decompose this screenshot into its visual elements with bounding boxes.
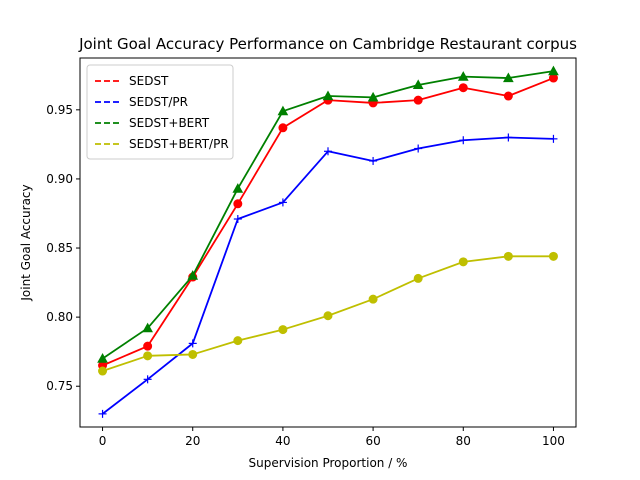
sedst-point [143, 341, 153, 351]
legend-label: SEDST [129, 74, 169, 88]
sedst-point [413, 95, 423, 105]
y-tick-label: 0.75 [46, 379, 73, 393]
sedst-bert-pr-point [368, 294, 378, 304]
legend-label: SEDST+BERT [129, 116, 210, 130]
sedst-point [548, 73, 558, 83]
sedst-bert-point [548, 65, 559, 76]
legend: SEDST SEDST/PR SEDST+BERT SEDST+BERT/PR [86, 64, 234, 160]
sedst-bert-pr-point [323, 311, 333, 321]
y-axis-label: Joint Goal Accuracy [19, 184, 33, 301]
series-sedst-bert [97, 65, 559, 363]
sedst-pr-point [414, 144, 423, 153]
legend-entry: SEDST [95, 74, 169, 88]
legend-entry: SEDST+BERT [95, 116, 210, 130]
sedst-bert-point [277, 105, 289, 116]
sedst-bert-pr-point [413, 273, 423, 283]
legend-box [86, 64, 234, 160]
sedst-bert-point [142, 322, 153, 333]
sedst-point [278, 123, 288, 133]
x-tick-label: 40 [275, 434, 290, 448]
y-tick-label: 0.80 [46, 310, 73, 324]
plot-frame [79, 57, 577, 428]
x-axis-ticks: 0 20 40 60 80 100 [99, 427, 565, 448]
sedst-pr-point [98, 409, 107, 418]
x-axis-label: Supervision Proportion / % [249, 456, 408, 470]
sedst-pr-point [504, 133, 513, 142]
sedst-bert-pr-point [188, 349, 198, 359]
sedst-bert-pr-point [143, 351, 153, 361]
sedst-bert-pr-point [233, 336, 243, 346]
x-tick-label: 20 [185, 434, 200, 448]
y-tick-label: 0.85 [46, 241, 73, 255]
sedst-pr-point [233, 215, 242, 224]
x-tick-label: 80 [456, 434, 471, 448]
sedst-pr-point [188, 339, 197, 348]
x-tick-label: 0 [99, 434, 107, 448]
sedst-bert-point [97, 353, 108, 363]
sedst-pr-point [459, 136, 468, 145]
sedst-point [233, 199, 243, 209]
sedst-bert-pr-point [503, 251, 513, 261]
legend-entry: SEDST+BERT/PR [95, 137, 229, 151]
sedst-bert-point [412, 79, 424, 90]
sedst-pr-point [324, 147, 332, 156]
sedst-bert-pr-point [458, 257, 468, 267]
sedst-bert-point [457, 71, 469, 81]
y-tick-label: 0.95 [46, 103, 73, 117]
sedst-bert-point [232, 183, 244, 193]
legend-label: SEDST/PR [129, 95, 188, 109]
sedst-point [503, 91, 513, 101]
sedst-bert-point [503, 72, 514, 83]
legend-entry: SEDST/PR [95, 95, 188, 109]
sedst-bert-pr-point [98, 366, 108, 376]
sedst-point [458, 83, 468, 93]
sedst-pr-point [278, 198, 287, 207]
x-tick-label: 100 [542, 434, 565, 448]
sedst-bert-pr-point [548, 251, 558, 261]
chart-title: Joint Goal Accuracy Performance on Cambr… [78, 35, 577, 53]
sedst-bert-pr-point [278, 325, 288, 335]
sedst-pr-point [143, 375, 152, 384]
sedst-bert-point [187, 270, 199, 280]
y-axis-ticks: 0.75 0.80 0.85 0.90 0.95 [46, 103, 80, 393]
sedst-bert-point [367, 91, 379, 102]
series-layer [97, 65, 559, 418]
y-tick-label: 0.90 [46, 172, 73, 186]
legend-label: SEDST+BERT/PR [129, 137, 229, 151]
sedst-pr-point [369, 156, 378, 165]
sedst-bert-point [322, 90, 334, 101]
sedst-pr-point [549, 134, 558, 143]
x-tick-label: 60 [365, 434, 380, 448]
series-sedst-bert-pr [98, 251, 558, 376]
